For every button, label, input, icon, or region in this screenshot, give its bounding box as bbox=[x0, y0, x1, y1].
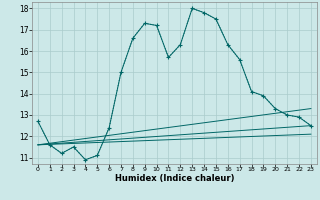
X-axis label: Humidex (Indice chaleur): Humidex (Indice chaleur) bbox=[115, 174, 234, 183]
